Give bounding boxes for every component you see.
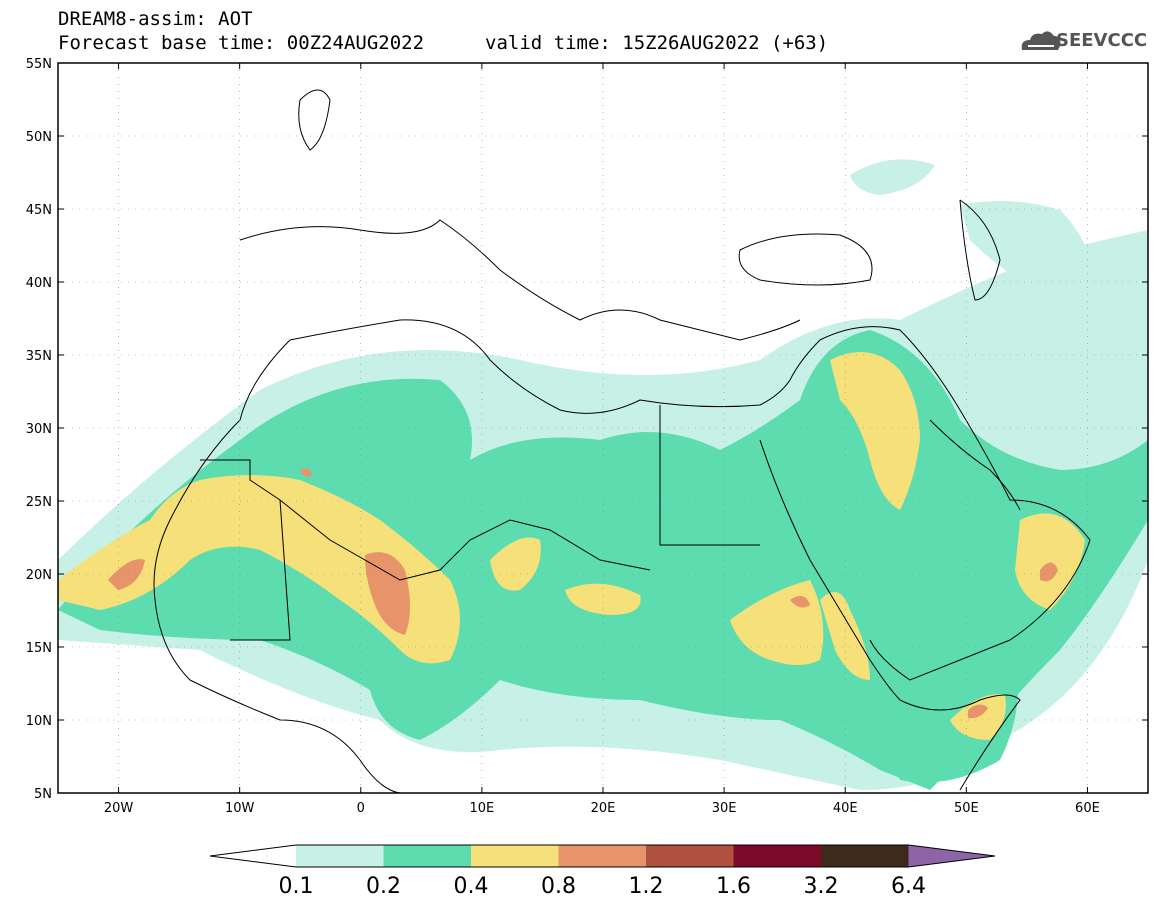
lat-label: 20N <box>26 568 52 583</box>
aot-higher-oman <box>1040 562 1058 582</box>
lat-label: 50N <box>26 130 52 145</box>
lat-label: 10N <box>26 714 52 729</box>
aot-high-gulf-aden <box>950 694 1006 740</box>
coastline-caspian <box>959 199 1001 301</box>
axis-ticks: 55N 50N 45N 40N 35N 30N 25N 20N 15N 10N 5N 20W 10W 0 1… <box>26 57 1148 816</box>
lat-label: 45N <box>26 203 52 218</box>
coastline-uk <box>298 89 331 151</box>
colorbar-label: 0.8 <box>541 874 576 899</box>
colorbar-label: 1.2 <box>629 874 664 899</box>
forecast-base-time: Forecast base time: 00Z24AUG2022 <box>58 32 425 54</box>
lat-label: 25N <box>26 495 52 510</box>
lon-label: 0 <box>357 801 365 816</box>
lat-label: 40N <box>26 276 52 291</box>
colorbar-label: 6.4 <box>891 874 926 899</box>
coastline-arabia <box>789 326 1091 681</box>
lat-label: 30N <box>26 422 52 437</box>
coastline-horn-africa <box>899 694 1021 791</box>
lon-label: 60E <box>1075 801 1100 816</box>
aot-high-ethiopia <box>820 592 870 680</box>
coastlines <box>153 89 1091 793</box>
aot-low-patch-caspian <box>960 201 1100 300</box>
colorbar-label: 3.2 <box>804 874 839 899</box>
coastline-west-africa <box>153 339 401 793</box>
colorbar-swatch-5 <box>646 845 734 867</box>
lon-label: 20W <box>104 801 134 816</box>
border-mali-algeria <box>230 499 291 641</box>
border-sahara-line <box>200 459 651 581</box>
lon-label: 30E <box>712 801 737 816</box>
border-egypt-libya <box>659 405 760 546</box>
valid-time: valid time: 15Z26AUG2022 (+63) <box>485 32 829 54</box>
colorbar-label: 0.4 <box>454 874 489 899</box>
colorbar-label: 0.1 <box>279 874 314 899</box>
seevccc-logo-text: SEEVCCC <box>1056 30 1148 51</box>
colorbar-swatch-7 <box>821 845 909 867</box>
gridlines <box>58 63 1148 793</box>
lat-label: 15N <box>26 641 52 656</box>
aot-high-chad <box>565 583 641 615</box>
aot-higher-mali <box>365 552 410 635</box>
lon-label: 40E <box>833 801 858 816</box>
lat-label: 5N <box>34 787 52 802</box>
colorbar-high-arrow <box>908 845 995 867</box>
aot-mid-patch-south <box>880 640 1018 783</box>
coastline-persian-gulf <box>929 419 1021 511</box>
aot-higher-sahara <box>300 468 312 477</box>
lat-label: 55N <box>26 57 52 72</box>
colorbar-label: 1.6 <box>716 874 751 899</box>
aot-high-niger <box>490 537 541 591</box>
colorbar-label: 0.2 <box>366 874 401 899</box>
colorbar-swatch-1 <box>296 845 384 867</box>
colorbar-low-arrow <box>210 845 296 867</box>
aot-higher-sudan <box>790 596 810 608</box>
map-title: DREAM8-assim: AOT <box>58 8 253 30</box>
cloud-logo-icon <box>1021 31 1061 50</box>
colorbar-swatch-6 <box>733 845 821 867</box>
lat-label: 35N <box>26 349 52 364</box>
aot-high-oman <box>1015 513 1085 610</box>
coastline-north-africa <box>289 319 791 414</box>
coastline-europe <box>239 219 801 341</box>
lon-label: 20E <box>591 801 616 816</box>
lon-label: 10E <box>470 801 495 816</box>
aot-high-sahara-west <box>58 475 460 664</box>
lon-label: 50E <box>954 801 979 816</box>
aot-low-patch-north <box>850 159 935 195</box>
aot-higher-somalia <box>968 704 988 719</box>
coastline-red-sea <box>759 439 901 701</box>
aot-high-arabia-north <box>830 352 920 510</box>
coastline-black-sea <box>738 233 873 286</box>
colorbar-swatch-2 <box>383 845 471 867</box>
aot-higher-mauritania <box>108 559 145 590</box>
colorbar: 0.1 0.2 0.4 0.8 1.2 1.6 3.2 6.4 <box>209 844 996 899</box>
colorbar-swatch-3 <box>471 845 559 867</box>
lon-label: 10W <box>225 801 255 816</box>
colorbar-swatch-4 <box>558 845 646 867</box>
